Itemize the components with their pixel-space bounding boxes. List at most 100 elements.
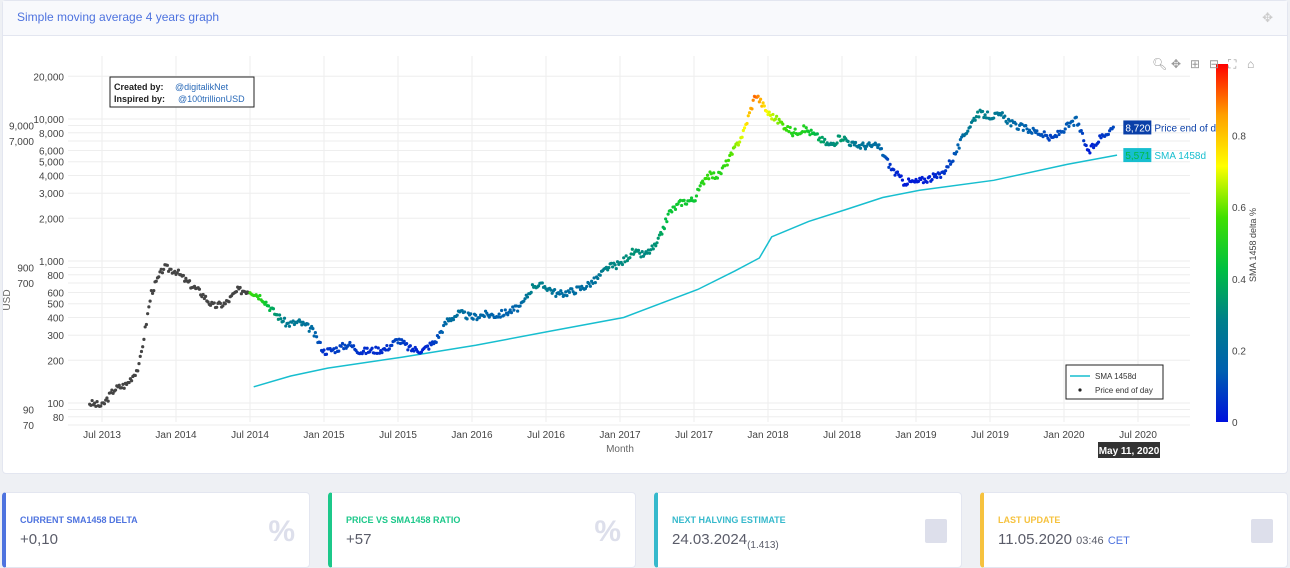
y-tick-label: 20,000	[33, 72, 64, 83]
sma-line	[253, 154, 1118, 388]
x-tick-label: Jul 2020	[1119, 430, 1157, 441]
price-dot	[1082, 139, 1086, 143]
price-dot	[516, 309, 520, 313]
home-icon[interactable]: ⌂	[1247, 57, 1254, 71]
price-dot	[372, 351, 377, 355]
price-dot	[693, 199, 697, 203]
price-dot	[981, 109, 985, 114]
price-dot	[562, 293, 567, 297]
price-dot	[835, 141, 839, 145]
price-dot	[757, 100, 761, 104]
y-tick-label: 1,000	[39, 257, 64, 268]
price-dot	[138, 354, 142, 359]
price-dot	[1090, 142, 1094, 146]
price-dot	[992, 116, 996, 120]
price-dot	[110, 388, 114, 392]
price-dot	[643, 252, 647, 256]
price-dot	[266, 304, 271, 308]
card-value: +0,10	[20, 531, 58, 548]
card-time: 03:46	[1076, 535, 1104, 547]
price-dot	[360, 352, 364, 356]
zoom-out-icon[interactable]: ⊟	[1209, 57, 1219, 71]
price-dot	[701, 179, 705, 183]
price-dot	[148, 299, 152, 303]
price-dot	[387, 347, 391, 351]
price-dot	[307, 329, 311, 333]
price-dot	[759, 97, 763, 101]
price-dot	[184, 276, 188, 280]
price-dot	[497, 312, 501, 316]
y-tick-label: 3,000	[39, 189, 64, 200]
price-dot	[895, 170, 900, 174]
price-dot	[905, 182, 909, 186]
price-dot	[549, 288, 553, 292]
price-dot	[747, 111, 752, 115]
price-dot	[221, 304, 225, 308]
price-dot	[646, 248, 650, 252]
price-dot	[725, 163, 729, 167]
credits-created-link[interactable]: @digitalikNet	[175, 82, 229, 92]
price-dot	[1099, 136, 1103, 140]
price-dot	[624, 254, 628, 258]
price-dot	[522, 299, 526, 303]
price-dot	[1024, 123, 1028, 128]
price-dot	[1087, 148, 1091, 152]
price-dot	[322, 348, 326, 352]
price-dot	[218, 301, 222, 305]
price-dot	[444, 322, 448, 326]
price-dot	[604, 265, 609, 269]
card-price-ratio: Price vs SMA1458 ratio +57 %	[328, 492, 636, 568]
percent-icon: %	[268, 515, 295, 548]
price-dot	[374, 345, 378, 349]
price-dot	[518, 304, 522, 308]
price-dot	[762, 104, 766, 108]
price-dot	[496, 315, 500, 319]
price-dot	[1035, 129, 1039, 133]
price-dot	[807, 130, 811, 134]
price-dot	[122, 386, 126, 390]
price-dot	[876, 145, 880, 150]
zoom-icon[interactable]: 🔍︎	[1152, 57, 1167, 71]
price-dot	[761, 101, 765, 105]
price-dot	[187, 279, 192, 283]
price-dot	[142, 337, 146, 341]
price-dot	[775, 114, 779, 118]
x-tick-label: Jul 2019	[971, 430, 1009, 441]
price-dot	[1088, 151, 1092, 155]
price-dot	[1014, 122, 1018, 126]
y-tick-label: 800	[47, 271, 64, 282]
price-dot	[957, 146, 961, 150]
price-dot	[95, 400, 99, 404]
price-dot	[282, 316, 287, 320]
price-dot	[694, 194, 699, 198]
autoscale-icon[interactable]: ⛶	[1227, 57, 1237, 71]
price-dot	[793, 127, 797, 131]
price-dot	[893, 173, 897, 177]
price-dot	[656, 236, 660, 240]
card-label: Last update	[998, 515, 1061, 525]
price-dot	[337, 349, 341, 353]
price-dot	[408, 344, 412, 348]
colorbar-tick-label: 0.4	[1232, 275, 1246, 286]
price-dot	[426, 344, 430, 348]
price-dot	[197, 287, 202, 291]
price-dot	[705, 173, 710, 177]
price-dot	[1080, 131, 1085, 135]
price-dot	[332, 347, 336, 351]
price-dot	[570, 287, 574, 291]
move-icon[interactable]: ✥	[1262, 10, 1273, 25]
price-dot	[271, 307, 276, 311]
price-end-label: 8,720	[1125, 123, 1150, 134]
pan-icon[interactable]: ✥	[1171, 57, 1181, 71]
price-dot	[143, 325, 147, 329]
price-dot	[525, 295, 530, 299]
zoom-in-icon[interactable]: ⊞	[1190, 57, 1200, 71]
price-dot	[578, 288, 583, 292]
card-value-wrap: 24.03.2024(1.413)	[672, 531, 947, 551]
price-dot	[1041, 135, 1045, 139]
price-dot	[974, 115, 979, 119]
price-dot	[707, 177, 711, 181]
credits-inspired-link[interactable]: @100trillionUSD	[178, 94, 245, 104]
price-dot	[768, 113, 773, 117]
